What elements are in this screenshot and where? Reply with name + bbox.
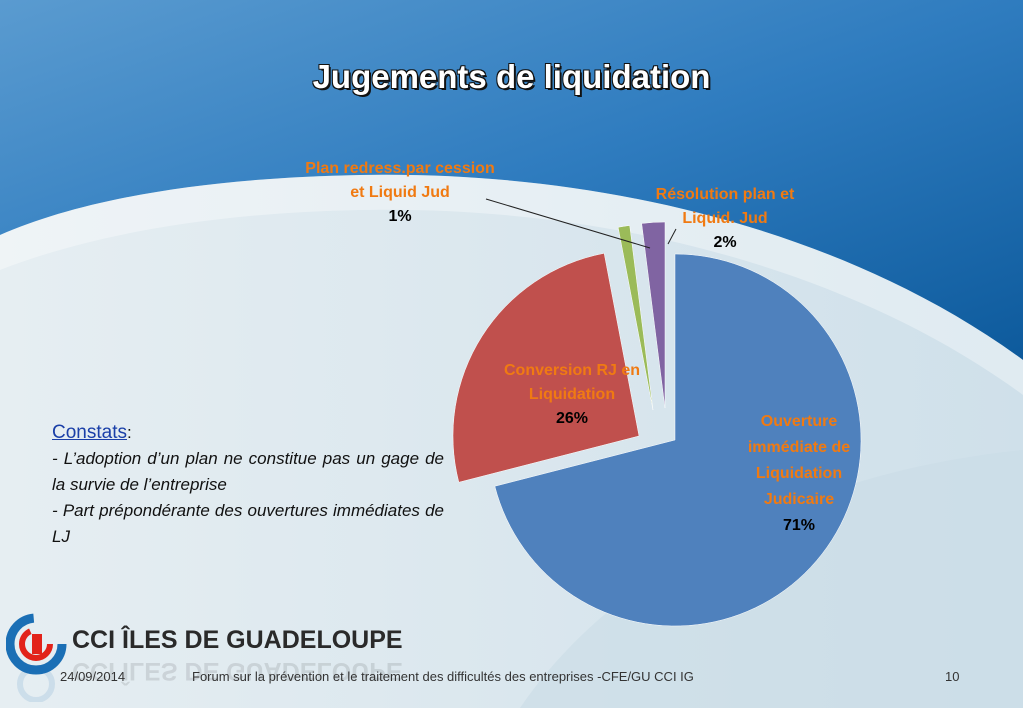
constats-colon: :	[126, 423, 132, 442]
constats-line-1: - L’adoption d’un plan ne constitue pas …	[52, 449, 444, 494]
data-label-value: 1%	[388, 208, 412, 225]
footer-text: Forum sur la prévention et le traitement…	[192, 669, 694, 684]
logo-text: CCI ÎLES DE GUADELOUPE	[72, 626, 403, 654]
leader-line-resolution-plan	[667, 228, 677, 245]
slide-title: Jugements de liquidation	[312, 58, 711, 95]
data-label-name: Ouverture immédiate de Liquidation Judic…	[747, 413, 851, 508]
data-label-plan-redress: Plan redress.par cession et Liquid Jud 1…	[300, 157, 500, 229]
data-label-ouverture: Ouverture immédiate de Liquidation Judic…	[726, 409, 872, 539]
pie-slice-conversion-rj	[452, 253, 640, 483]
data-label-name: Conversion RJ en Liquidation	[503, 362, 641, 403]
leader-line-plan-redress	[485, 198, 651, 249]
data-label-value: 71%	[782, 517, 816, 534]
constats-line-2: - Part prépondérante des ouvertures immé…	[52, 501, 444, 546]
pie-slice-ouverture	[494, 253, 862, 627]
pie-slice-plan-redress	[617, 225, 654, 411]
cci-logo-icon	[6, 613, 67, 702]
pie-slice-resolution-plan	[641, 221, 666, 409]
data-label-name: Résolution plan et Liquid. Jud	[655, 186, 795, 227]
constats-block: Constats: - L’adoption d’un plan ne cons…	[52, 420, 444, 550]
constats-heading: Constats	[52, 422, 127, 443]
data-label-value: 2%	[713, 234, 737, 251]
data-label-value: 26%	[555, 410, 589, 427]
data-label-name: Plan redress.par cession et Liquid Jud	[305, 160, 495, 201]
data-label-conversion-rj: Conversion RJ en Liquidation 26%	[496, 359, 648, 431]
page-number: 10	[945, 669, 960, 684]
data-label-resolution-plan: Résolution plan et Liquid. Jud 2%	[635, 183, 815, 255]
footer-date: 24/09/2014	[60, 669, 126, 684]
